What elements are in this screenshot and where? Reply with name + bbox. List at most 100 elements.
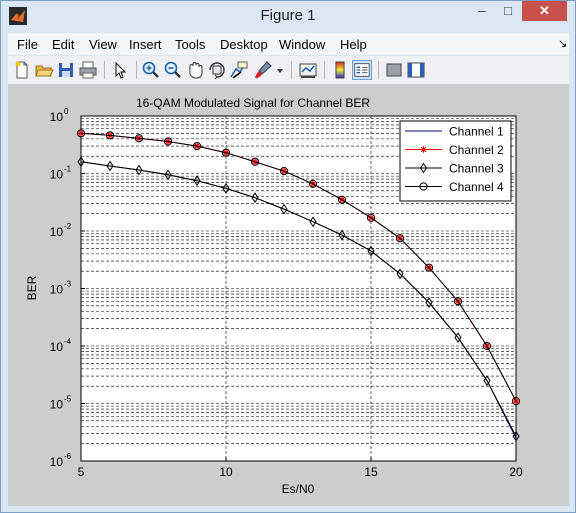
zoom-out-icon[interactable] <box>163 60 183 80</box>
series-3-point <box>309 216 317 228</box>
edit-plot-icon[interactable] <box>110 60 130 80</box>
matlab-logo-icon <box>9 7 27 25</box>
series-3-point <box>512 430 520 442</box>
series-3-point <box>338 229 346 241</box>
x-axis-label: Es/N0 <box>282 482 315 496</box>
menu-help[interactable]: Help <box>340 37 367 52</box>
brush-icon[interactable] <box>253 60 273 80</box>
series-4-point <box>221 148 231 157</box>
series-line-4 <box>80 132 517 402</box>
series-4-point <box>250 157 260 166</box>
legend-entry-3: Channel 3 <box>449 162 504 176</box>
toolbar-separator <box>136 61 137 79</box>
title-bar[interactable]: Figure 1 – □ ✕ <box>1 1 575 31</box>
series-4-point <box>134 134 144 143</box>
save-icon[interactable] <box>56 60 76 80</box>
legend-icon[interactable] <box>352 60 372 80</box>
chart-title: 16-QAM Modulated Signal for Channel BER <box>136 96 370 110</box>
figure-toolbar <box>8 56 569 85</box>
legend-entry-2: Channel 2 <box>449 143 504 157</box>
series-3-point <box>454 332 462 343</box>
colorbar-icon[interactable] <box>330 60 350 80</box>
y-tick-label: 10 <box>50 398 64 412</box>
legend-entry-4: Channel 4 <box>449 180 504 194</box>
series-4-point <box>482 341 492 351</box>
menu-window[interactable]: Window <box>279 37 326 52</box>
open-file-icon[interactable] <box>34 60 54 80</box>
series-4-point <box>395 234 405 243</box>
hide-plot-tools-icon[interactable] <box>384 60 404 80</box>
series-4-point <box>366 213 376 222</box>
y-tick-exponent: -4 <box>64 337 72 346</box>
series-3-point <box>193 175 201 187</box>
y-tick-label: 10 <box>50 225 64 239</box>
legend-marker-3 <box>419 162 428 174</box>
dock-arrow-icon[interactable]: ↘ <box>558 38 568 50</box>
show-plot-tools-icon[interactable] <box>406 60 426 80</box>
plot-svg: 16-QAM Modulated Signal for Channel BER … <box>25 96 523 496</box>
link-plot-icon[interactable] <box>298 60 318 80</box>
figure-canvas[interactable]: 16-QAM Modulated Signal for Channel BER … <box>8 85 569 506</box>
toolbar-separator <box>291 61 292 79</box>
series-4-point <box>308 179 318 188</box>
menu-desktop[interactable]: Desktop <box>220 37 268 52</box>
y-tick-label: 10 <box>50 168 64 182</box>
data-cursor-icon[interactable] <box>229 60 249 80</box>
y-tick-exponent: -2 <box>64 222 72 231</box>
series-4-point <box>192 141 202 151</box>
toolbar-separator <box>104 61 105 79</box>
print-icon[interactable] <box>78 60 98 80</box>
legend-entry-1: Channel 1 <box>449 125 504 139</box>
series-4-point <box>279 167 289 176</box>
series-4-point <box>453 297 463 306</box>
rotate-3d-icon[interactable] <box>207 60 227 80</box>
series-3-point <box>280 203 288 215</box>
new-figure-icon[interactable] <box>12 60 32 80</box>
window-title: Figure 1 <box>260 7 316 24</box>
y-tick-exponent: 0 <box>64 107 69 116</box>
x-tick-label: 20 <box>509 465 523 479</box>
minimize-button[interactable]: – <box>478 3 486 18</box>
series-4-point <box>511 397 521 406</box>
y-tick-label: 10 <box>50 283 64 297</box>
series-4-point <box>337 195 347 204</box>
menu-view[interactable]: View <box>89 37 117 52</box>
legend-box <box>399 120 512 202</box>
legend[interactable]: Channel 1 Channel 2 Channel 3 Channel 4 <box>399 120 512 202</box>
series-3-point <box>396 268 404 280</box>
series-3-point <box>135 164 143 176</box>
menu-insert[interactable]: Insert <box>129 37 162 52</box>
brush-dropdown-icon[interactable] <box>274 60 286 80</box>
plot-series <box>76 129 521 442</box>
series-2-point <box>512 397 520 405</box>
menu-tools[interactable]: Tools <box>175 37 206 52</box>
menu-edit[interactable]: Edit <box>52 37 75 52</box>
grid-lines <box>81 116 516 462</box>
maximize-button[interactable]: □ <box>504 3 512 18</box>
series-3-point <box>483 375 491 387</box>
series-3-point <box>77 156 85 168</box>
series-4-point <box>105 131 115 140</box>
y-tick-label: 10 <box>50 455 64 469</box>
toolbar-separator <box>324 61 325 79</box>
legend-marker-2 <box>420 146 427 153</box>
close-button[interactable]: ✕ <box>522 1 567 21</box>
series-4-point <box>76 129 86 138</box>
x-tick-label: 15 <box>364 465 378 479</box>
x-tick-label: 5 <box>78 465 85 479</box>
series-3-point <box>251 192 259 204</box>
series-3-point <box>222 183 230 194</box>
zoom-in-icon[interactable] <box>141 60 161 80</box>
legend-marker-4 <box>419 182 428 191</box>
series-3-point <box>164 169 172 181</box>
series-3-point <box>425 297 433 308</box>
y-tick-label: 10 <box>50 340 64 354</box>
menu-file[interactable]: File <box>17 37 38 52</box>
y-tick-exponent: -1 <box>64 165 72 174</box>
series-4-point <box>424 263 434 272</box>
series-3-point <box>367 245 375 257</box>
y-tick-label: 10 <box>50 110 64 124</box>
pan-icon[interactable] <box>185 60 205 80</box>
menu-bar: File Edit View Insert Tools Desktop Wind… <box>8 33 569 55</box>
